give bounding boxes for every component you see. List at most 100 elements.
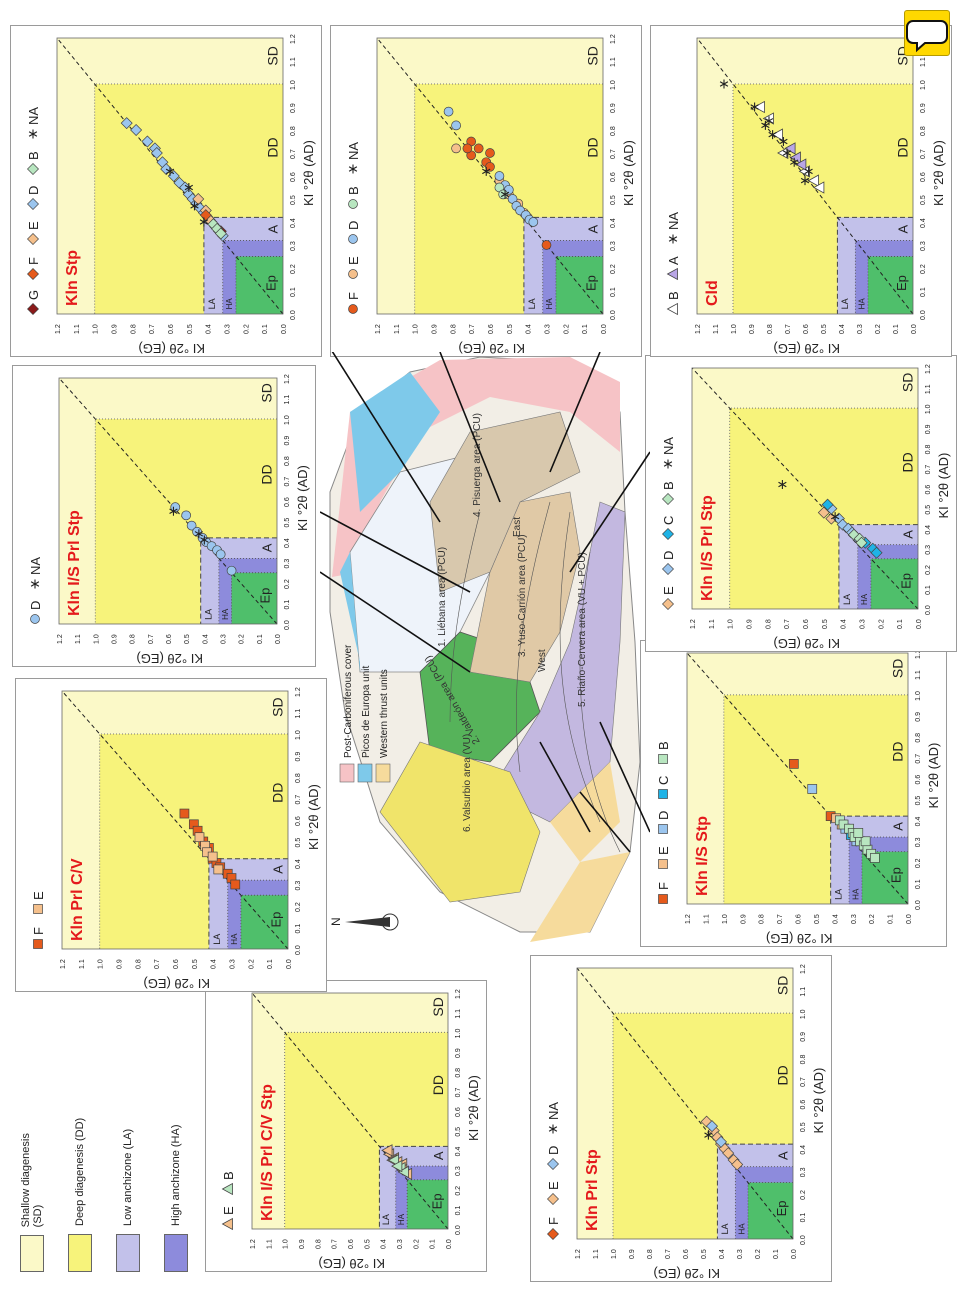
x-axis-label: KI °2θ (AD) <box>811 1068 826 1134</box>
zone-label-ep: Ep <box>894 275 909 291</box>
zone-label-ep: Ep <box>429 1193 444 1209</box>
y-tick-label: 0.1 <box>888 914 895 924</box>
y-tick-label: 1.2 <box>575 1249 582 1259</box>
x-tick-label: 1.2 <box>455 989 462 999</box>
data-point <box>662 563 674 575</box>
data-point <box>130 124 143 136</box>
x-tick-label: 0.1 <box>284 600 291 610</box>
data-point <box>451 143 461 154</box>
data-point <box>750 102 759 112</box>
boundary-line <box>203 216 283 314</box>
x-tick-label: 1.1 <box>925 384 932 394</box>
x-tick-label: 0.6 <box>455 1107 462 1117</box>
x-tick-label: 0.4 <box>800 1145 807 1155</box>
data-point <box>795 158 807 171</box>
x-axis-label: KI °2θ (AD) <box>295 465 310 531</box>
x-tick-label: 0.2 <box>800 1190 807 1200</box>
y-tick-label: 0.4 <box>206 324 213 334</box>
x-tick-label: 0.0 <box>800 1235 807 1245</box>
data-point <box>658 789 668 799</box>
legend-series-label: F <box>546 1217 561 1225</box>
one-to-one-line <box>376 37 604 315</box>
y-tick-label: 0.1 <box>257 634 264 644</box>
legend-series-label: D <box>26 186 41 195</box>
y-tick-label: 0.2 <box>875 324 882 334</box>
data-point <box>663 459 673 469</box>
comment-icon[interactable] <box>904 10 950 56</box>
data-point <box>348 269 358 279</box>
legend-label: High anchizone (HA) <box>170 1124 182 1227</box>
data-point <box>348 304 358 314</box>
zone-label-ha: HA <box>230 933 239 945</box>
x-tick-label: 0.8 <box>290 126 297 136</box>
legend-item: Shallow diagenesis (SD) <box>20 1112 44 1272</box>
legend-series-label: E <box>346 256 361 265</box>
boundary-line <box>830 815 908 904</box>
x-tick-label: 1.2 <box>925 364 932 374</box>
zone-label-sd: SD <box>889 659 905 678</box>
x-axis-label: KI °2θ (AD) <box>466 1075 481 1141</box>
y-tick-label: 1.1 <box>394 324 401 334</box>
y-axis-label: KI °2θ (EG) <box>458 341 525 356</box>
x-tick-label: 0.1 <box>455 1205 462 1215</box>
data-point <box>451 120 461 131</box>
y-tick-label: 0.8 <box>315 1239 322 1249</box>
y-tick-label: 0.0 <box>446 1239 453 1249</box>
y-tick-label: 1.2 <box>695 324 702 334</box>
chart-title: Cld <box>704 280 721 306</box>
data-point <box>668 234 678 244</box>
x-tick-label: 0.3 <box>610 241 617 251</box>
data-point <box>498 189 509 200</box>
x-tick-label: 1.2 <box>295 687 302 697</box>
legend-series-label: E <box>31 891 46 900</box>
y-axis-label: KI °2θ (EG) <box>136 651 203 666</box>
data-point <box>381 1144 393 1157</box>
x-tick-label: 1.1 <box>915 670 922 680</box>
y-tick-label: 0.9 <box>740 914 747 924</box>
data-point <box>482 166 491 176</box>
data-point <box>706 1120 718 1133</box>
zone-label-dd: DD <box>895 137 911 157</box>
y-tick-label: 0.7 <box>665 1249 672 1259</box>
x-tick-label: 1.2 <box>610 34 617 44</box>
plot-frame <box>691 367 919 610</box>
map-area-label: 3. Yuso-Carrión area (PCU) <box>517 534 528 657</box>
data-point <box>500 189 510 199</box>
x-tick-label: 0.3 <box>284 559 291 569</box>
x-tick-label: 0.6 <box>295 816 302 826</box>
x-tick-label: 0.9 <box>290 103 297 113</box>
data-point <box>462 143 473 154</box>
y-tick-label: 0.5 <box>192 959 199 969</box>
y-axis-label: KI °2θ (EG) <box>773 341 840 356</box>
zone-label-sd: SD <box>584 46 600 65</box>
y-tick-label: 0.0 <box>275 634 282 644</box>
y-tick-label: 0.9 <box>432 324 439 334</box>
legend-series-label: NA <box>26 107 41 125</box>
data-point <box>391 1159 403 1173</box>
data-point <box>194 529 204 539</box>
boundary-line <box>523 216 603 314</box>
y-tick-label: 1.1 <box>709 619 716 629</box>
y-tick-label: 0.2 <box>243 324 250 334</box>
x-tick-label: 0.1 <box>920 287 927 297</box>
y-tick-label: 0.3 <box>397 1239 404 1249</box>
x-tick-label: 0.0 <box>290 310 297 320</box>
data-point <box>156 156 169 169</box>
zone-label-ha: HA <box>860 593 869 605</box>
zone-label-ep: Ep <box>898 573 913 589</box>
legend-label: Shallow diagenesis (SD) <box>20 1133 44 1228</box>
chart-title: Kln Prl C/V <box>69 858 86 941</box>
geological-map: Post-Carboniferous cover Picos de Europa… <box>320 352 650 942</box>
data-point <box>169 506 178 516</box>
zone-label-dd: DD <box>775 1065 791 1085</box>
zone-label-dd: DD <box>430 1075 446 1095</box>
x-tick-label: 0.5 <box>920 195 927 205</box>
data-point <box>753 100 765 114</box>
x-tick-label: 1.2 <box>800 964 807 974</box>
data-point <box>27 163 39 175</box>
data-point <box>528 217 539 227</box>
y-tick-label: 0.4 <box>719 1249 726 1259</box>
data-point <box>221 1182 233 1196</box>
x-tick-label: 0.2 <box>284 579 291 589</box>
zone-label-a: A <box>585 225 600 234</box>
